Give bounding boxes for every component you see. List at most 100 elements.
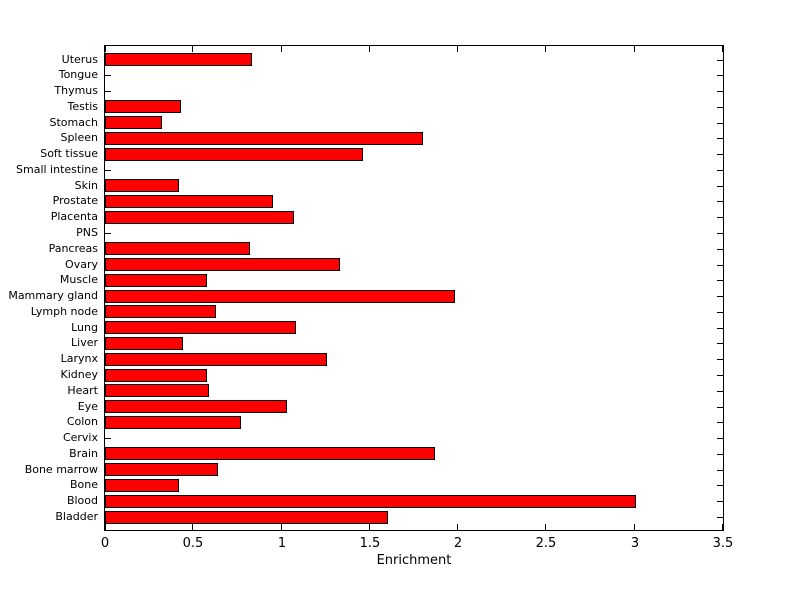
y-tick-label-testis: Testis bbox=[67, 100, 98, 113]
x-tick-top bbox=[545, 46, 546, 52]
y-tick-right bbox=[717, 265, 723, 266]
y-tick-left bbox=[105, 170, 111, 171]
y-tick-right bbox=[717, 201, 723, 202]
y-tick-label-cervix: Cervix bbox=[62, 431, 98, 444]
x-tick-top bbox=[105, 46, 106, 52]
x-tick-label: 2.5 bbox=[535, 536, 557, 551]
x-tick-label: 0.5 bbox=[182, 536, 204, 551]
bar-muscle bbox=[105, 274, 207, 287]
x-tick-label: 1.5 bbox=[359, 536, 381, 551]
y-tick-right bbox=[717, 296, 723, 297]
y-tick-label-pns: PNS bbox=[76, 226, 98, 239]
y-tick-label-liver: Liver bbox=[71, 336, 98, 349]
y-tick-right bbox=[717, 138, 723, 139]
y-tick-label-skin: Skin bbox=[74, 179, 98, 192]
y-tick-right bbox=[717, 328, 723, 329]
bar-brain bbox=[105, 447, 435, 460]
y-tick-right bbox=[717, 391, 723, 392]
bar-stomach bbox=[105, 116, 162, 129]
y-tick-right bbox=[717, 422, 723, 423]
y-tick-label-larynx: Larynx bbox=[60, 352, 98, 365]
y-tick-right bbox=[717, 91, 723, 92]
x-tick-top bbox=[457, 46, 458, 52]
y-tick-right bbox=[717, 343, 723, 344]
bar-bladder bbox=[105, 511, 388, 524]
x-tick-top bbox=[722, 46, 723, 52]
x-tick-label: 3 bbox=[630, 536, 640, 551]
y-tick-right bbox=[717, 438, 723, 439]
y-tick-right bbox=[717, 75, 723, 76]
x-axis-label: Enrichment bbox=[376, 553, 452, 568]
y-tick-right bbox=[717, 501, 723, 502]
y-tick-label-spleen: Spleen bbox=[60, 131, 98, 144]
bar-eye bbox=[105, 400, 287, 413]
x-tick-bottom bbox=[192, 524, 193, 530]
x-tick-label: 3.5 bbox=[712, 536, 734, 551]
y-tick-right bbox=[717, 454, 723, 455]
x-tick-bottom bbox=[281, 524, 282, 530]
bar-colon bbox=[105, 416, 241, 429]
x-tick-bottom bbox=[369, 524, 370, 530]
y-tick-label-prostate: Prostate bbox=[52, 194, 98, 207]
y-tick-right bbox=[717, 359, 723, 360]
y-tick-right bbox=[717, 280, 723, 281]
bar-spleen bbox=[105, 132, 423, 145]
y-tick-label-kidney: Kidney bbox=[60, 368, 98, 381]
x-tick-top bbox=[281, 46, 282, 52]
bar-ovary bbox=[105, 258, 340, 271]
x-tick-bottom bbox=[545, 524, 546, 530]
bar-soft-tissue bbox=[105, 148, 363, 161]
y-tick-right bbox=[717, 485, 723, 486]
y-tick-right bbox=[717, 60, 723, 61]
x-tick-label: 1 bbox=[277, 536, 287, 551]
bar-mammary-gland bbox=[105, 290, 455, 303]
y-tick-label-ovary: Ovary bbox=[65, 258, 98, 271]
y-tick-label-heart: Heart bbox=[67, 384, 98, 397]
x-tick-top bbox=[634, 46, 635, 52]
bar-placenta bbox=[105, 211, 294, 224]
y-tick-right bbox=[717, 470, 723, 471]
y-tick-label-colon: Colon bbox=[66, 415, 98, 428]
y-tick-label-muscle: Muscle bbox=[59, 273, 98, 286]
y-tick-label-bone: Bone bbox=[69, 478, 98, 491]
bar-blood bbox=[105, 495, 636, 508]
y-tick-label-bladder: Bladder bbox=[55, 510, 98, 523]
x-tick-top bbox=[192, 46, 193, 52]
y-tick-label-blood: Blood bbox=[66, 494, 98, 507]
bar-bone bbox=[105, 479, 179, 492]
y-tick-label-stomach: Stomach bbox=[49, 116, 98, 129]
y-tick-left bbox=[105, 75, 111, 76]
y-tick-right bbox=[717, 186, 723, 187]
x-tick-bottom bbox=[722, 524, 723, 530]
x-tick-label: 0 bbox=[100, 536, 110, 551]
y-tick-right bbox=[717, 407, 723, 408]
x-tick-bottom bbox=[457, 524, 458, 530]
bar-pancreas bbox=[105, 242, 250, 255]
y-tick-left bbox=[105, 438, 111, 439]
bar-lung bbox=[105, 321, 296, 334]
y-tick-right bbox=[717, 375, 723, 376]
y-tick-label-lymph-node: Lymph node bbox=[30, 305, 98, 318]
y-tick-left bbox=[105, 91, 111, 92]
y-tick-label-bone-marrow: Bone marrow bbox=[24, 463, 98, 476]
bar-bone-marrow bbox=[105, 463, 218, 476]
y-tick-right bbox=[717, 517, 723, 518]
y-tick-label-lung: Lung bbox=[71, 321, 98, 334]
y-tick-right bbox=[717, 312, 723, 313]
y-tick-label-mammary-gland: Mammary gland bbox=[8, 289, 98, 302]
y-tick-right bbox=[717, 217, 723, 218]
x-tick-label: 2 bbox=[453, 536, 463, 551]
bar-lymph-node bbox=[105, 305, 216, 318]
bar-liver bbox=[105, 337, 183, 350]
y-tick-right bbox=[717, 249, 723, 250]
bar-kidney bbox=[105, 369, 207, 382]
x-tick-bottom bbox=[105, 524, 106, 530]
x-tick-bottom bbox=[634, 524, 635, 530]
bar-testis bbox=[105, 100, 181, 113]
y-tick-label-soft-tissue: Soft tissue bbox=[40, 147, 98, 160]
x-tick-top bbox=[369, 46, 370, 52]
bar-prostate bbox=[105, 195, 273, 208]
bar-uterus bbox=[105, 53, 252, 66]
y-tick-right bbox=[717, 107, 723, 108]
